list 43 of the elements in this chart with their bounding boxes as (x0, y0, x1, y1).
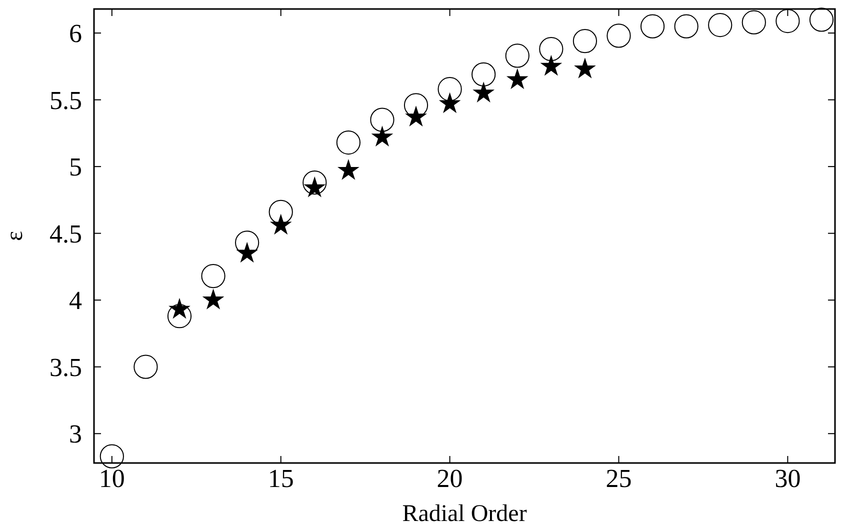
y-tick-label: 4 (69, 286, 82, 316)
point (507, 69, 528, 88)
point (270, 214, 291, 234)
y-tick-label: 5 (69, 152, 82, 182)
point (167, 304, 192, 328)
point (472, 62, 496, 86)
point (572, 29, 598, 54)
point (809, 8, 834, 32)
point (505, 44, 530, 68)
point (541, 56, 562, 75)
point (338, 160, 358, 180)
point (134, 354, 158, 379)
y-tick-label: 4.5 (50, 219, 82, 248)
point (539, 37, 564, 62)
x-tick-label: 10 (98, 464, 125, 493)
x-axis-title: Radial Order (402, 501, 527, 527)
point (372, 126, 392, 146)
point (406, 106, 426, 126)
point (708, 12, 732, 38)
y-tick-label: 5.5 (50, 86, 82, 115)
point (440, 93, 460, 112)
point (575, 58, 595, 78)
y-axis-title: ε (2, 230, 28, 242)
point (302, 170, 327, 195)
point (201, 264, 226, 288)
y-tick-label: 3.5 (50, 352, 82, 382)
point (474, 82, 494, 102)
point (674, 14, 698, 38)
point (742, 10, 766, 34)
point (438, 77, 462, 102)
x-tick-label: 20 (436, 464, 463, 493)
point (336, 130, 360, 155)
y-tick-label: 3 (69, 420, 82, 449)
x-tick-label: 15 (268, 464, 294, 493)
point (100, 444, 124, 468)
point (203, 290, 224, 309)
x-tick-label: 25 (606, 464, 632, 493)
y-tick-label: 6 (69, 19, 82, 48)
point (776, 8, 800, 34)
point (606, 24, 631, 48)
point (370, 108, 394, 132)
point (640, 14, 665, 38)
x-tick-label: 30 (774, 464, 801, 493)
